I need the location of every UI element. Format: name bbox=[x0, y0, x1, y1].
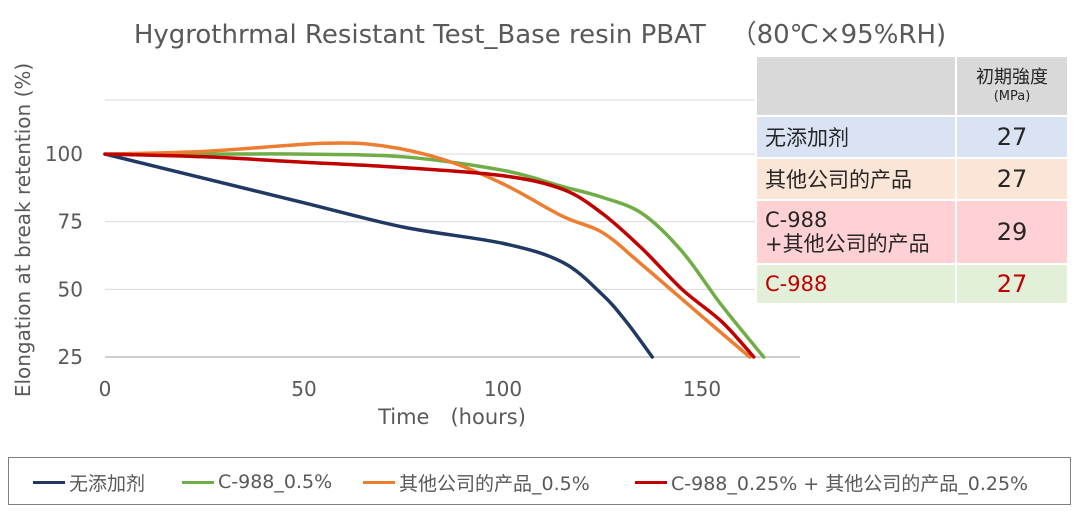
y-tick-label: 100 bbox=[45, 142, 83, 166]
x-axis-label: Time (hours) bbox=[377, 405, 526, 429]
legend-item: 无添加剂 bbox=[33, 458, 145, 506]
chart-legend: 无添加剂 C-988_0.5% 其他公司的产品_0.5% C-988_0.25%… bbox=[8, 457, 1071, 505]
legend-label: C-988_0.5% bbox=[218, 471, 333, 493]
table-row-label: C-988 +其他公司的产品 bbox=[755, 199, 957, 265]
gridlines bbox=[105, 99, 800, 290]
table-row-label: 无添加剂 bbox=[755, 115, 957, 159]
table-header-row: 初期強度 (MPa) bbox=[755, 55, 1070, 117]
y-axis-label: Elongation at break retention (%) bbox=[11, 63, 35, 397]
table-row-value: 29 bbox=[954, 199, 1070, 265]
legend-swatch bbox=[33, 480, 65, 484]
axes: 25 50 75 100 0 50 100 150 bbox=[45, 142, 800, 401]
series-line bbox=[103, 152, 756, 359]
legend-label: C-988_0.25% + 其他公司的产品_0.25% bbox=[671, 472, 1029, 495]
y-tick-label: 50 bbox=[58, 277, 83, 301]
table-row-value: 27 bbox=[954, 157, 1070, 201]
legend-swatch bbox=[635, 480, 667, 484]
legend-item: 其他公司的产品_0.5% bbox=[363, 458, 590, 506]
table-row-value: 27 bbox=[954, 115, 1070, 159]
series-lines bbox=[103, 141, 766, 359]
table-row: C-988 27 bbox=[755, 263, 1070, 305]
legend-label: 无添加剂 bbox=[69, 472, 146, 495]
legend-label: 其他公司的产品_0.5% bbox=[399, 472, 590, 495]
legend-swatch bbox=[363, 480, 395, 484]
table-row-label-line1: C-988 bbox=[765, 208, 828, 232]
table-row-label: C-988 bbox=[755, 263, 957, 305]
x-tick-label: 100 bbox=[484, 377, 522, 401]
table-row: C-988 +其他公司的产品 29 bbox=[755, 199, 1070, 265]
legend-swatch bbox=[182, 480, 214, 484]
legend-item: C-988_0.5% bbox=[182, 458, 332, 506]
series-line bbox=[103, 141, 752, 359]
legend-item: C-988_0.25% + 其他公司的产品_0.25% bbox=[635, 458, 1028, 506]
series-line bbox=[103, 152, 654, 359]
table-header-unit: (MPa) bbox=[993, 89, 1031, 104]
x-tick-label: 150 bbox=[683, 377, 721, 401]
chart-title: Hygrothrmal Resistant Test_Base resin PB… bbox=[133, 20, 947, 50]
y-tick-label: 25 bbox=[58, 345, 83, 369]
table-row-value: 27 bbox=[954, 263, 1070, 305]
y-tick-label: 75 bbox=[58, 210, 83, 234]
table-row-label: 其他公司的产品 bbox=[755, 157, 957, 201]
table-row-label-line2: +其他公司的产品 bbox=[765, 232, 930, 256]
table-header-strength: 初期強度 (MPa) bbox=[954, 55, 1070, 117]
series-line bbox=[103, 152, 766, 359]
x-tick-label: 0 bbox=[99, 377, 112, 401]
table-row: 无添加剂 27 bbox=[755, 115, 1070, 159]
x-tick-label: 50 bbox=[291, 377, 316, 401]
strength-table: 初期強度 (MPa) 无添加剂 27 其他公司的产品 27 C-988 +其他公… bbox=[755, 55, 1070, 305]
table-header-title: 初期強度 bbox=[975, 67, 1048, 88]
table-row: 其他公司的产品 27 bbox=[755, 157, 1070, 201]
table-header-empty bbox=[755, 55, 957, 117]
